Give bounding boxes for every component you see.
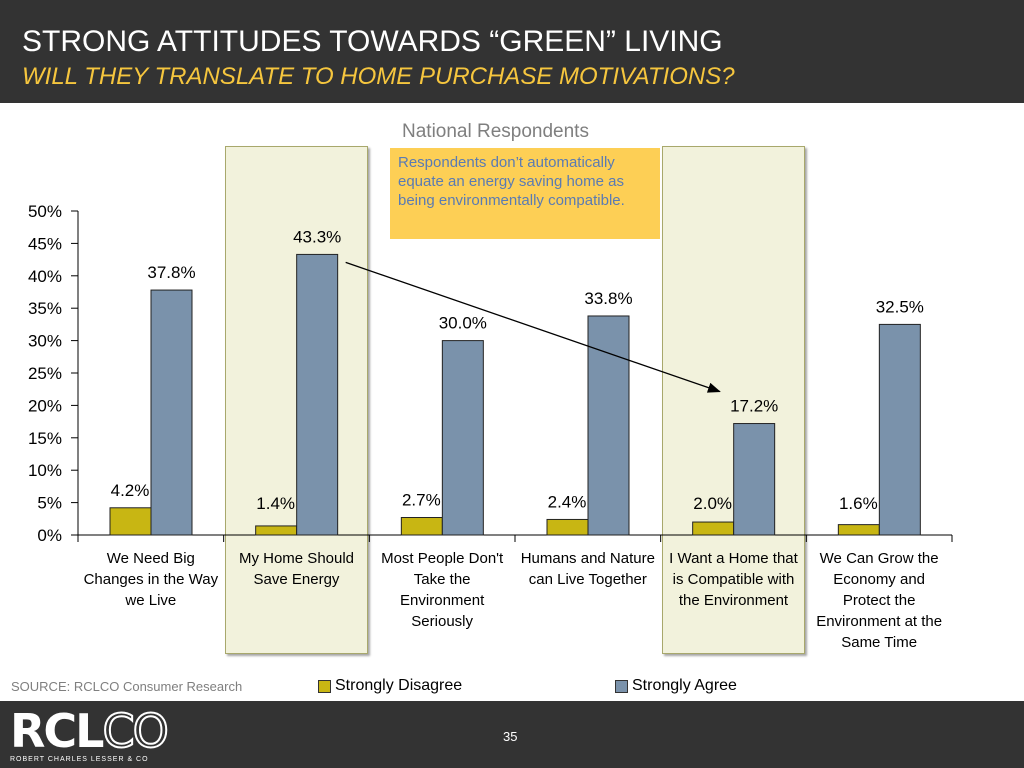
bar-strongly-agree [150,289,193,536]
callout-box: Respondents don’t automatically equate a… [390,148,660,239]
legend-label-disagree: Strongly Disagree [335,677,463,694]
y-tick-label: 50% [28,202,62,221]
legend-strongly-agree: Strongly Agree [615,677,737,695]
y-tick-label: 30% [28,332,62,351]
bar-strongly-agree [296,253,339,536]
y-tick-label: 10% [28,461,62,480]
y-tick-label: 0% [37,526,62,545]
x-category-label: We Need Big Changes in the Way we Live [83,550,219,609]
logo-subtitle: ROBERT CHARLES LESSER & CO [10,756,149,763]
chart-title: National Respondents [402,121,589,142]
x-category-label: Humans and Nature can Live Together [520,550,655,588]
highlight-box-energy [224,146,369,654]
bar-chart: 0% 5% 10% 15% 20% 25% 30% 35% 40% 45% 50% 4.2% 1.4% 2… [28,202,953,545]
bar-strongly-disagree [692,521,735,536]
data-label: 1.4% [256,494,295,513]
bar-strongly-disagree [546,518,589,536]
bar-strongly-agree [441,340,484,536]
y-tick-label: 15% [28,429,62,448]
footer-bar [0,701,1024,768]
annotation-arrow [345,261,721,393]
x-category-label: My Home Should Save Energy [238,550,355,588]
data-label: 17.2% [730,397,778,416]
highlight-box-compatible [661,146,806,654]
y-tick-label: 20% [28,396,62,415]
slide-title: STRONG ATTITUDES TOWARDS “GREEN” LIVING [22,25,723,58]
rclco-logo: RCLCO ROBERT CHARLES LESSER & CO [10,704,170,763]
data-label: 37.8% [147,263,195,282]
bar-strongly-disagree [109,507,152,536]
slide-subtitle: WILL THEY TRANSLATE TO HOME PURCHASE MOT… [22,63,735,90]
data-label: 43.3% [293,227,341,246]
y-tick-label: 45% [28,234,62,253]
legend-swatch-disagree [318,679,331,693]
y-tick-label: 40% [28,267,62,286]
data-label: 1.6% [839,494,878,513]
bar-strongly-disagree [837,524,880,536]
data-label: 4.2% [111,481,150,500]
legend-label-agree: Strongly Agree [632,677,737,694]
legend-strongly-disagree: Strongly Disagree [318,677,462,695]
source-note: SOURCE: RCLCO Consumer Research [11,679,243,694]
bar-strongly-agree [733,423,776,536]
data-label: 2.4% [548,492,587,511]
header-bar [0,0,1024,103]
bar-strongly-agree [878,323,921,536]
data-label: 30.0% [439,314,487,333]
x-category-label: Most People Don't Take the Environment S… [381,550,504,630]
data-label: 33.8% [584,289,632,308]
y-tick-label: 25% [28,364,62,383]
bar-strongly-disagree [400,517,443,536]
legend-swatch-agree [615,679,628,693]
data-label: 2.0% [693,494,732,513]
data-label: 32.5% [876,297,924,316]
y-tick-label: 35% [28,299,62,318]
data-label: 2.7% [402,491,441,510]
page-number: 35 [503,729,518,744]
x-category-label: I Want a Home that is Compatible with th… [669,550,798,609]
x-category-label: We Can Grow the Economy and Protect the … [816,550,943,651]
bar-strongly-disagree [255,525,298,536]
y-tick-label: 5% [37,494,62,513]
